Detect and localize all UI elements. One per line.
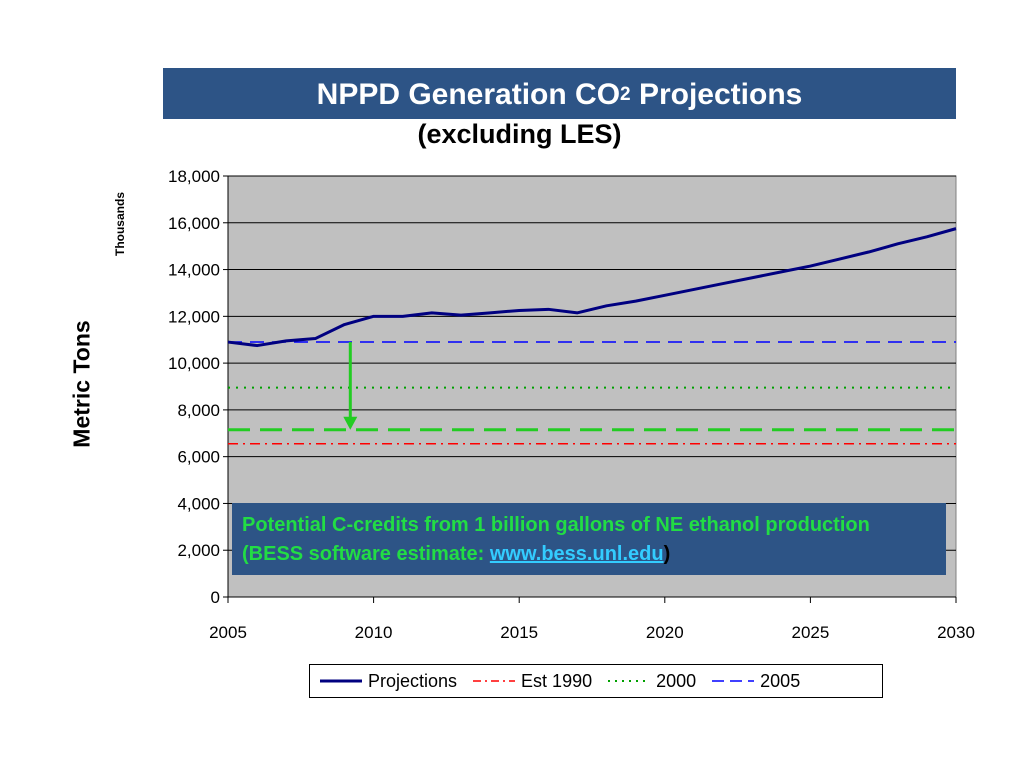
x-tick-label: 2020 <box>646 623 684 642</box>
legend-label-est1990: Est 1990 <box>521 670 593 691</box>
title-tail: Projections <box>630 77 803 111</box>
x-tick-label: 2010 <box>355 623 393 642</box>
legend-swatch-projections <box>320 679 362 683</box>
legend-item-projections: Projections <box>318 671 457 692</box>
y-tick-label: 4,000 <box>177 494 220 513</box>
chart-title: NPPD Generation CO 2 Projections <box>163 68 956 119</box>
legend-label-2000: 2000 <box>656 670 697 691</box>
y-tick-label: 8,000 <box>177 401 220 420</box>
callout-text: Potential C-credits from 1 billion gallo… <box>242 514 870 565</box>
legend-swatch-2000 <box>608 680 651 682</box>
title-main: NPPD Generation CO <box>316 77 621 111</box>
x-tick-label: 2030 <box>937 623 975 642</box>
y-tick-label: 14,000 <box>168 261 220 280</box>
legend-label-projections: Projections <box>368 670 458 691</box>
legend: Projections Est 1990 2000 2005 <box>309 664 883 698</box>
y-tick-label: 16,000 <box>168 214 220 233</box>
chart-subtitle: (excluding LES) <box>417 119 622 149</box>
legend-item-2005: 2005 <box>710 671 800 692</box>
legend-item-est1990: Est 1990 <box>471 671 592 692</box>
y-tick-label: 0 <box>211 588 220 607</box>
legend-item-2000: 2000 <box>606 671 696 692</box>
legend-swatch-2005 <box>712 680 755 682</box>
x-tick-label: 2025 <box>791 623 829 642</box>
x-tick-label: 2015 <box>500 623 538 642</box>
callout-box: Potential C-credits from 1 billion gallo… <box>232 503 946 575</box>
x-tick-label: 2005 <box>209 623 247 642</box>
y-tick-label: 12,000 <box>168 307 220 326</box>
y-tick-label: 2,000 <box>177 541 220 560</box>
credit-arrow-head <box>343 416 358 430</box>
legend-label-2005: 2005 <box>760 670 801 691</box>
y-tick-label: 18,000 <box>168 167 220 186</box>
callout-close: ) <box>663 543 671 565</box>
projections-line <box>227 227 957 348</box>
y-tick-label: 10,000 <box>168 354 220 373</box>
callout-link[interactable]: www.bess.unl.edu <box>489 543 664 565</box>
y-tick-label: 6,000 <box>177 448 220 467</box>
legend-swatch-est1990 <box>473 680 516 682</box>
